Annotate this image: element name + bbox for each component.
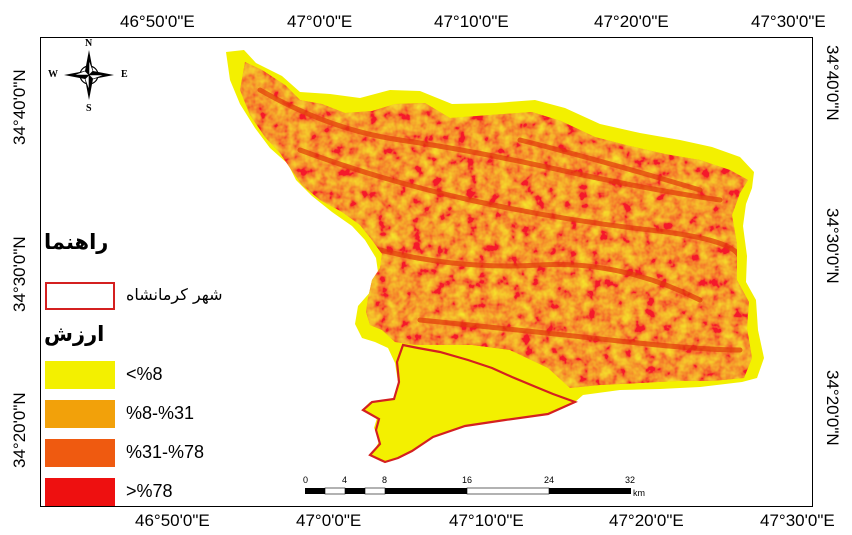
scale-label-16: 16 xyxy=(462,475,473,485)
bottom-tick-2: 47°0'0"E xyxy=(296,511,362,530)
compass-w: W xyxy=(48,69,58,80)
city-legend-swatch xyxy=(45,282,115,310)
scale-label-32: 32 xyxy=(625,475,636,485)
legend-title: راهنما xyxy=(44,230,109,254)
class-label-2: %8-%31 xyxy=(126,403,195,423)
scale-unit: km xyxy=(633,488,645,498)
scale-label-24: 24 xyxy=(544,475,555,485)
city-boundary xyxy=(361,343,578,464)
scale-label-8: 8 xyxy=(382,475,388,485)
top-tick-4: 47°20'0"E xyxy=(594,12,669,31)
scale-bar xyxy=(305,487,631,495)
class-swatch-4 xyxy=(45,478,115,506)
high-value-ridges xyxy=(257,87,743,353)
top-tick-5: 47°30'0"E xyxy=(751,12,826,31)
map-border xyxy=(40,37,813,507)
north-arrow-icon xyxy=(64,50,114,100)
scale-label-4: 4 xyxy=(342,475,348,485)
compass-n: N xyxy=(85,38,93,49)
compass-e: E xyxy=(121,69,128,80)
class-swatch-3 xyxy=(45,439,115,467)
top-tick-3: 47°10'0"E xyxy=(434,12,509,31)
class-swatch-1 xyxy=(45,361,115,389)
bottom-tick-4: 47°20'0"E xyxy=(609,511,684,530)
value-legend-title: ارزش xyxy=(44,322,105,346)
class-label-1: <%8 xyxy=(126,364,163,384)
bottom-tick-3: 47°10'0"E xyxy=(449,511,524,530)
compass-s: S xyxy=(86,103,92,114)
scale-label-0: 0 xyxy=(303,475,309,485)
bottom-tick-1: 46°50'0"E xyxy=(135,511,210,530)
class-label-3: %31-%78 xyxy=(126,442,205,462)
top-tick-2: 47°0'0"E xyxy=(287,12,353,31)
class-swatch-2 xyxy=(45,400,115,428)
bottom-tick-5: 47°30'0"E xyxy=(760,511,835,530)
class-label-4: >%78 xyxy=(126,481,173,501)
top-tick-1: 46°50'0"E xyxy=(120,12,195,31)
city-legend-label: شهر کرمانشاه xyxy=(126,285,223,304)
